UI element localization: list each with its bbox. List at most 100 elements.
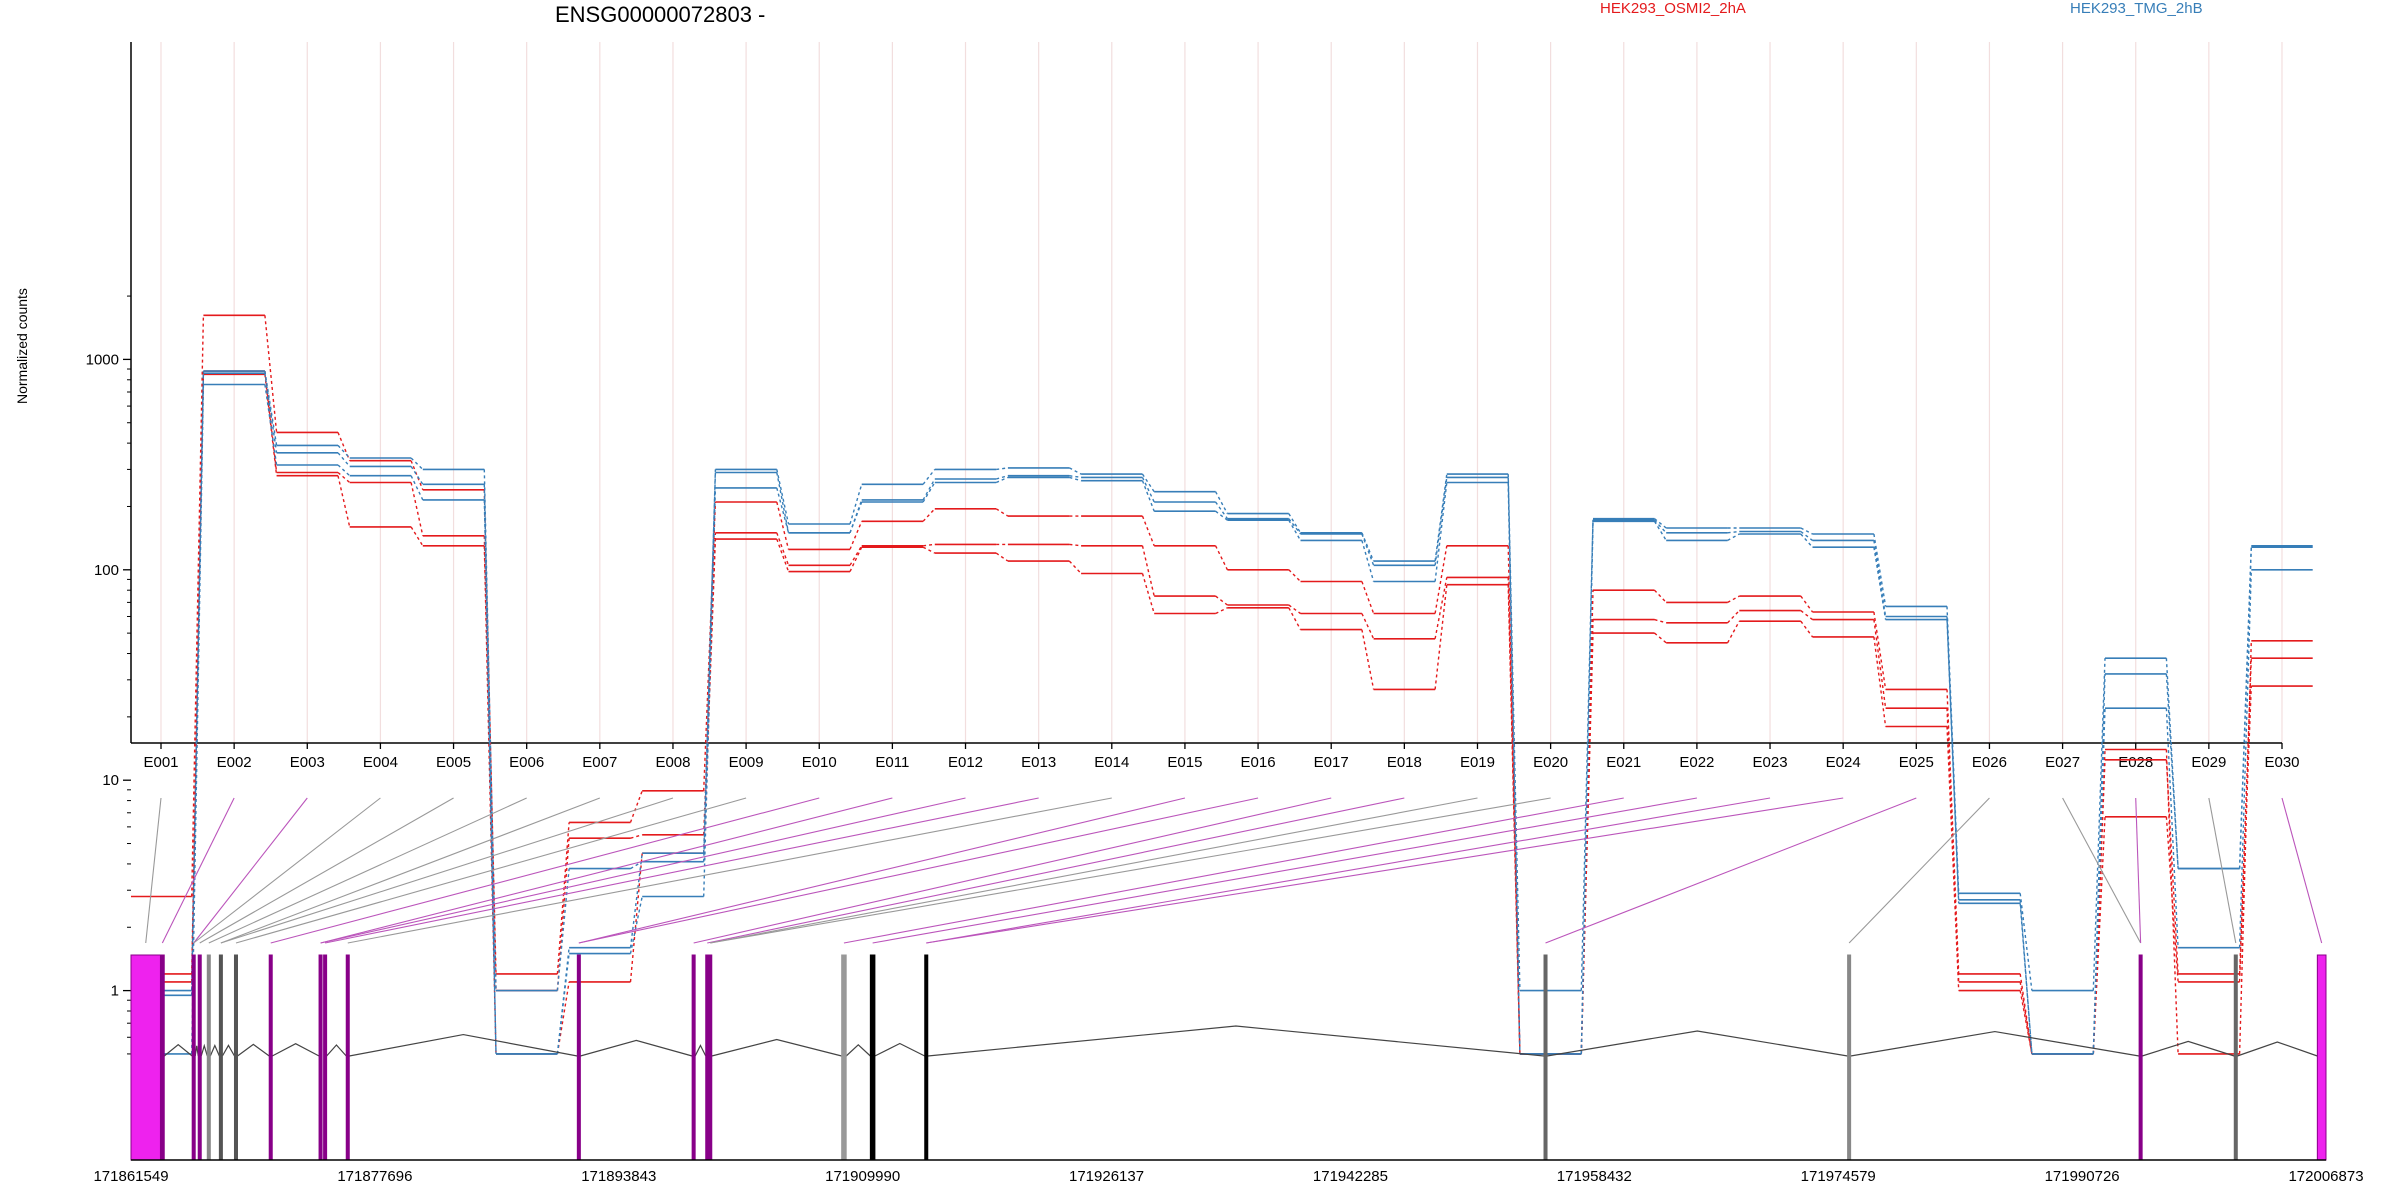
exon-connector	[320, 797, 966, 944]
x-tick-label: E019	[1460, 754, 1495, 771]
exon-E001	[130, 954, 161, 1161]
intron	[326, 1044, 347, 1057]
genomic-coord-label: 172006873	[2288, 1168, 2363, 1185]
exon-connector	[320, 797, 893, 944]
x-tick-label: E010	[802, 754, 837, 771]
exon-connector	[220, 797, 674, 944]
exon-E018	[924, 954, 929, 1161]
exon-connector	[199, 797, 454, 944]
genomic-coord-label: 171893843	[581, 1168, 656, 1185]
exon-E022	[2233, 954, 2238, 1161]
exon-E015	[708, 954, 713, 1161]
x-tick-label: E026	[1972, 754, 2007, 771]
exon-connector	[1848, 797, 1990, 944]
y-tick-label: 1	[111, 983, 119, 1000]
series-1-steps	[131, 370, 2313, 1055]
x-tick-label: E025	[1899, 754, 1934, 771]
x-tick-label: E028	[2118, 754, 2153, 771]
series-4-transitions	[191, 373, 2252, 1054]
x-tick-label: E029	[2191, 754, 2226, 771]
intron	[2237, 1041, 2318, 1057]
legend-tmg: HEK293_TMG_2hB	[2070, 0, 2203, 17]
exon-connector	[193, 797, 381, 944]
x-tick-label: E030	[2264, 754, 2299, 771]
y-tick-label: 10	[102, 772, 119, 789]
series-2-transitions	[191, 374, 2252, 1055]
x-tick-label: E011	[875, 754, 909, 771]
x-tick-label: E024	[1826, 754, 1861, 771]
exon-E006	[218, 954, 223, 1161]
exon-connector	[2281, 797, 2323, 944]
genomic-coord-label: 171909990	[825, 1168, 900, 1185]
exon-E013	[691, 954, 696, 1161]
x-tick-label: E004	[363, 754, 398, 771]
x-tick-label: E005	[436, 754, 471, 771]
series-0-steps	[131, 314, 2313, 1055]
series-0-transitions	[191, 315, 2252, 1055]
exon-E005	[206, 954, 211, 1161]
intron	[694, 1044, 707, 1057]
intron	[1850, 1030, 2140, 1057]
exon-connector	[145, 797, 162, 944]
series-3-transitions	[191, 370, 2252, 991]
exon-E019	[1543, 954, 1548, 1161]
intron	[237, 1043, 270, 1057]
exon-E017	[869, 954, 876, 1161]
exon-connector	[926, 797, 1844, 944]
exon-connector	[710, 797, 1551, 944]
exon-connector	[2135, 797, 2142, 944]
intron	[2141, 1040, 2235, 1057]
exon-connector	[235, 797, 747, 944]
exon-connector	[2062, 797, 2142, 944]
exon-connector	[872, 797, 1697, 944]
x-tick-label: E016	[1241, 754, 1276, 771]
exon-connector	[843, 797, 1624, 944]
x-tick-label: E027	[2045, 754, 2080, 771]
exon-E002	[159, 954, 165, 1161]
exon-connector	[578, 797, 1186, 944]
exon-connector	[578, 797, 1259, 944]
series-4-steps	[131, 372, 2313, 1055]
y-tick-label: 100	[94, 562, 119, 579]
exon-E007	[233, 954, 238, 1161]
exon-E009	[318, 954, 323, 1161]
exon-connector	[926, 797, 1771, 944]
exon-connector	[193, 797, 308, 944]
genomic-coord-label: 171958432	[1557, 1168, 1632, 1185]
exon-connector	[693, 797, 1332, 944]
exon-E021	[2138, 954, 2143, 1161]
intron	[927, 1025, 1545, 1057]
exon-E023	[2316, 954, 2327, 1161]
exon-connector	[707, 797, 1405, 944]
intron	[349, 1033, 578, 1057]
exon-connector	[710, 797, 1478, 944]
x-tick-label: E018	[1387, 754, 1422, 771]
x-tick-label: E008	[655, 754, 690, 771]
intron	[163, 1043, 193, 1057]
x-tick-label: E006	[509, 754, 544, 771]
exon-connector	[324, 797, 1039, 944]
exon-E011	[345, 954, 350, 1161]
exon-E012	[576, 954, 581, 1161]
intron	[1546, 1030, 1848, 1057]
x-tick-label: E022	[1679, 754, 1714, 771]
x-tick-label: E017	[1314, 754, 1349, 771]
intron	[845, 1043, 871, 1057]
genomic-coord-label: 171990726	[2045, 1168, 2120, 1185]
exon-E016	[841, 954, 847, 1161]
exon-E010	[323, 954, 328, 1161]
exon-E020	[1847, 954, 1852, 1161]
x-tick-label: E002	[217, 754, 252, 771]
intron	[580, 1039, 693, 1057]
intron	[209, 1044, 220, 1057]
intron	[271, 1042, 320, 1057]
genomic-coord-label: 171877696	[337, 1168, 412, 1185]
intron	[711, 1038, 842, 1057]
exon-connector	[270, 797, 820, 944]
exon-connector	[2208, 797, 2237, 944]
x-tick-label: E007	[582, 754, 617, 771]
exon-connector	[161, 797, 235, 944]
x-tick-label: E013	[1021, 754, 1056, 771]
